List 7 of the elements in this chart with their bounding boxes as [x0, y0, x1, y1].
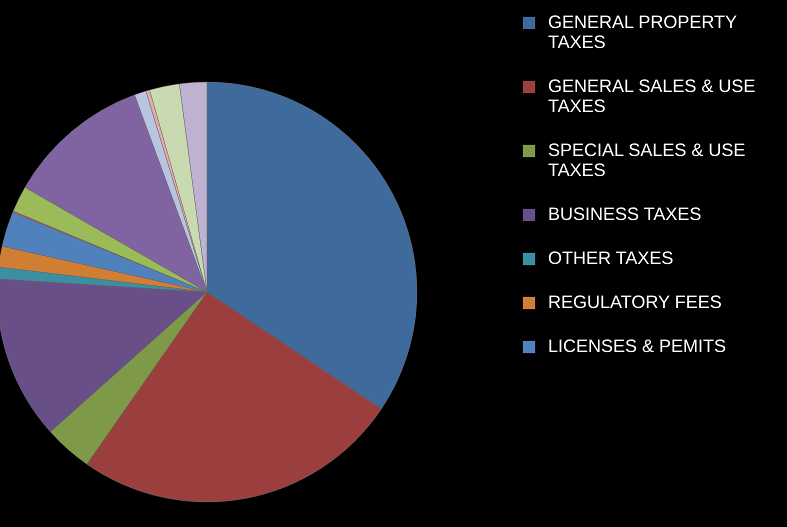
legend-label: GENERAL SALES & USE TAXES	[548, 76, 756, 116]
legend-label: SPECIAL SALES & USE TAXES	[548, 140, 746, 180]
legend-label: OTHER TAXES	[548, 248, 674, 268]
legend-label: GENERAL PROPERTY TAXES	[548, 12, 738, 52]
legend-label: BUSINESS TAXES	[548, 204, 702, 224]
legend-label: REGULATORY FEES	[548, 292, 722, 312]
legend-label: LICENSES & PEMITS	[548, 336, 726, 356]
